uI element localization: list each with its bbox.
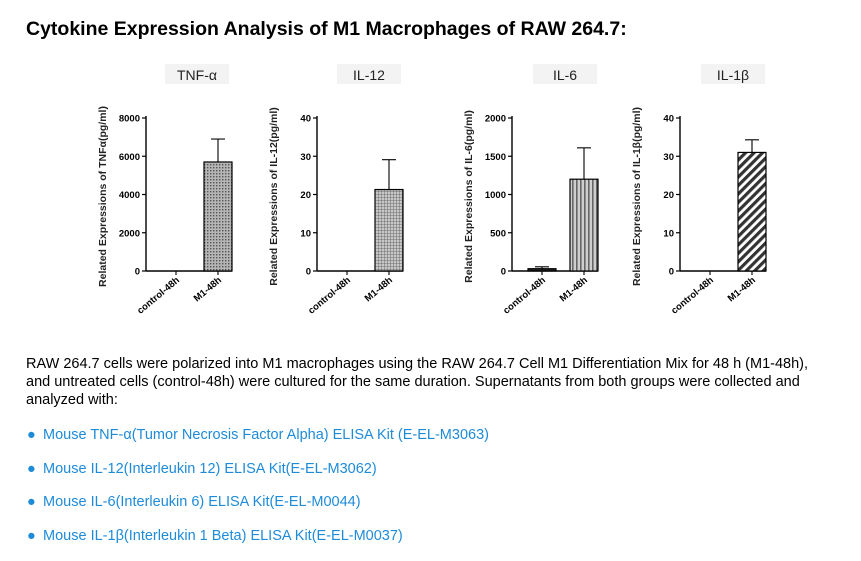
cytokine-charts: TNF-α Related Expressions of TNFα(pg/ml) 0…: [97, 64, 767, 317]
bar-M1-48h: [737, 151, 767, 272]
link-label: Mouse IL-6(Interleukin 6) ELISA Kit(E-EL…: [43, 494, 361, 510]
page-heading: Cytokine Expression Analysis of M1 Macro…: [26, 18, 627, 40]
chart-title: IL-1β: [717, 67, 749, 83]
bullet-icon: ●: [27, 427, 36, 443]
x-tick-label: M1-48h: [192, 275, 224, 305]
link-tnf-alpha-kit[interactable]: ● Mouse TNF-α(Tumor Necrosis Factor Alph…: [27, 426, 489, 460]
x-tick-label: control-48h: [669, 275, 716, 317]
y-tick-label: 0: [306, 267, 311, 278]
chart-title: IL-6: [553, 67, 577, 83]
x-tick-label: control-48h: [306, 275, 353, 317]
chart-title-box: [701, 64, 765, 84]
chart-title-box: [165, 64, 229, 84]
y-tick-label: 500: [490, 228, 506, 239]
x-tick-label: control-48h: [135, 275, 182, 317]
chart-title: IL-12: [353, 67, 385, 83]
y-tick-label: 30: [663, 152, 674, 163]
bar-M1-48h: [569, 178, 599, 272]
bullet-icon: ●: [27, 494, 36, 510]
y-tick-label: 20: [300, 190, 311, 201]
y-tick-label: 0: [669, 267, 674, 278]
description-text: RAW 264.7 cells were polarized into M1 m…: [26, 356, 809, 408]
bar-M1-48h: [374, 188, 404, 272]
y-tick-label: 0: [135, 267, 140, 278]
link-label: Mouse TNF-α(Tumor Necrosis Factor Alpha)…: [43, 427, 489, 443]
x-tick-label: M1-48h: [726, 275, 758, 305]
y-tick-label: 30: [300, 152, 311, 163]
chart-title-box: [533, 64, 597, 84]
x-tick-label: M1-48h: [363, 275, 395, 305]
bullet-icon: ●: [27, 460, 36, 477]
y-tick-label: 40: [300, 114, 311, 125]
link-il1b-kit[interactable]: ● Mouse IL-1β(Interleukin 1 Beta) ELISA …: [27, 527, 489, 561]
bar-M1-48h: [203, 161, 233, 272]
y-axis-label: Related Expressions of IL-6(pg/ml): [463, 110, 475, 283]
y-tick-label: 8000: [119, 114, 140, 125]
y-tick-label: 40: [663, 114, 674, 125]
y-tick-label: 2000: [485, 114, 506, 125]
x-tick-label: M1-48h: [558, 275, 590, 305]
bullet-icon: ●: [27, 527, 36, 544]
y-axis-label: Related Expressions of TNFα(pg/ml): [97, 106, 109, 287]
link-il6-kit[interactable]: ● Mouse IL-6(Interleukin 6) ELISA Kit(E-…: [27, 493, 489, 527]
bar-control-48h: [527, 268, 557, 272]
y-tick-label: 20: [663, 190, 674, 201]
chart-title: TNF-α: [177, 67, 217, 83]
link-il12-kit[interactable]: ● Mouse IL-12(Interleukin 12) ELISA Kit(…: [27, 460, 489, 494]
link-label: Mouse IL-1β(Interleukin 1 Beta) ELISA Ki…: [43, 527, 403, 544]
y-tick-label: 0: [501, 267, 506, 278]
elisa-kit-links: ● Mouse TNF-α(Tumor Necrosis Factor Alph…: [27, 426, 489, 560]
y-tick-label: 10: [663, 228, 674, 239]
y-tick-label: 4000: [119, 190, 140, 201]
y-axis-label: Related Expressions of IL-12(pg/ml): [268, 107, 280, 286]
y-tick-label: 10: [300, 228, 311, 239]
chart-title-box: [337, 64, 401, 84]
y-tick-label: 6000: [119, 152, 140, 163]
y-tick-label: 1000: [485, 190, 506, 201]
y-tick-label: 1500: [485, 152, 506, 163]
x-tick-label: control-48h: [501, 275, 548, 317]
link-label: Mouse IL-12(Interleukin 12) ELISA Kit(E-…: [43, 460, 377, 477]
y-tick-label: 2000: [119, 228, 140, 239]
y-axis-label: Related Expressions of IL-1β(pg/ml): [631, 107, 643, 286]
